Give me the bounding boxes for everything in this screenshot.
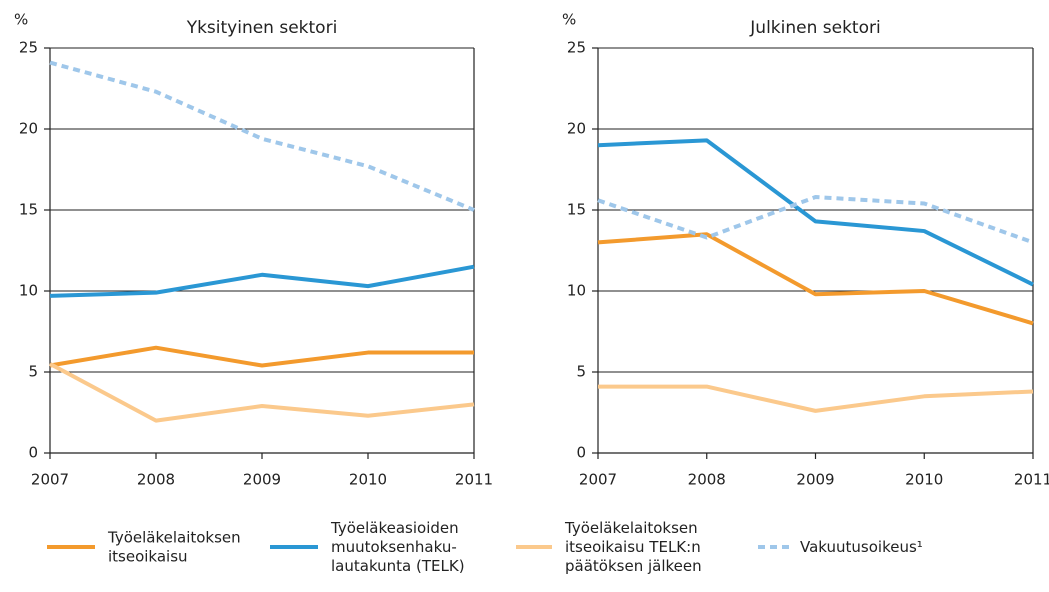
x-tick-label: 2010 — [349, 471, 387, 489]
y-tick-label: 5 — [576, 363, 586, 381]
line-series — [49, 60, 475, 212]
y-tick-label: 10 — [19, 282, 38, 300]
y-tick-label: 20 — [19, 120, 38, 138]
y-tick-label: 25 — [567, 39, 586, 57]
x-tick-label: 2008 — [137, 471, 175, 489]
x-tick-label: 2009 — [796, 471, 834, 489]
y-tick-label: 5 — [28, 363, 38, 381]
x-tick-label: 2011 — [1014, 471, 1049, 489]
line-series — [49, 264, 475, 298]
y-axis-label: % — [14, 11, 28, 29]
x-tick-label: 2007 — [31, 471, 69, 489]
y-tick-label: 10 — [567, 282, 586, 300]
line-series — [49, 345, 474, 368]
y-tick-label: 0 — [28, 444, 38, 462]
x-tick-label: 2011 — [455, 471, 493, 489]
x-tick-label: 2010 — [905, 471, 943, 489]
y-tick-label: 15 — [19, 201, 38, 219]
chart-title: Yksityinen sektori — [186, 18, 338, 38]
line-series — [597, 195, 1034, 245]
y-tick-label: 0 — [576, 444, 586, 462]
line-series — [49, 362, 475, 423]
legend-label: Vakuutusoikeus¹ — [800, 538, 923, 556]
x-tick-label: 2008 — [688, 471, 726, 489]
chart-title: Julkinen sektori — [749, 18, 880, 38]
y-axis-label: % — [562, 11, 576, 29]
x-tick-label: 2009 — [243, 471, 281, 489]
line-series — [598, 384, 1034, 413]
y-tick-label: 15 — [567, 201, 586, 219]
x-tick-label: 2007 — [579, 471, 617, 489]
legend-label: Työeläkeasioiden muutoksenhaku-lautakunta… — [330, 519, 465, 575]
y-tick-label: 25 — [19, 39, 38, 57]
line-series — [597, 138, 1034, 287]
y-tick-label: 20 — [567, 120, 586, 138]
line-series — [597, 232, 1034, 326]
legend-label: Työeläkelaitoksen itseoikaisu — [107, 528, 241, 565]
legend-label: Työeläkelaitoksen itseoikaisu TELK:n päätö… — [564, 519, 702, 575]
